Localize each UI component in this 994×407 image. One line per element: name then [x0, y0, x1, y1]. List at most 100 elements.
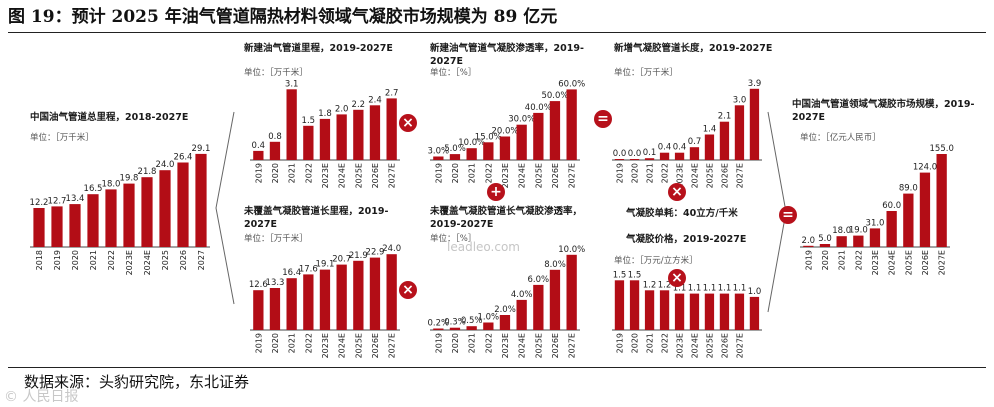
data-label: 24.0: [156, 160, 175, 170]
bar: [177, 162, 189, 247]
x-tick-label: 2025E: [904, 250, 913, 275]
chart-title-total: 中国油气管道总里程，2018-2027E: [30, 112, 189, 123]
data-label: 89.0: [899, 184, 918, 194]
bar: [353, 109, 364, 160]
bar: [869, 228, 881, 247]
x-tick-label: 2020: [271, 333, 280, 353]
bar: [853, 235, 864, 247]
data-label: 19.8: [120, 174, 139, 184]
bar: [433, 156, 444, 160]
x-tick-label: 2022: [484, 333, 493, 353]
x-tick-label: 2027E: [736, 163, 745, 188]
data-label: 0.2%: [427, 319, 449, 329]
chart-title-uncovered-penetration: 未覆盖气凝胶管道长气凝胶渗透率，2019-2027E: [430, 206, 583, 230]
bar: [566, 254, 577, 330]
bar: [734, 105, 745, 161]
data-label: 0.0: [628, 149, 642, 159]
chart-total-mileage: 12.2 12.7 13.416.5 18.019.821.824.026.429.1…: [30, 144, 211, 276]
data-label: 1.1: [688, 284, 702, 294]
x-tick-label: 2027E: [938, 250, 947, 275]
data-label: 15.0%: [475, 132, 502, 142]
bar: [353, 260, 364, 330]
bar: [704, 293, 715, 330]
chart-unit-new-penetration: 单位：［%］: [430, 68, 477, 78]
bar: [483, 142, 494, 160]
x-tick-label: 2025E: [354, 333, 363, 358]
bar: [674, 293, 685, 330]
data-label: 1.4: [703, 125, 717, 135]
data-label: 3.0: [733, 95, 747, 105]
bar: [749, 296, 760, 330]
bar: [629, 159, 640, 160]
bar: [336, 114, 347, 160]
bar: [566, 89, 577, 160]
x-tick-label: 2022: [304, 333, 313, 353]
bottom-rule: [8, 367, 986, 368]
x-tick-label: 2024E: [338, 163, 347, 188]
x-tick-label: 2025E: [534, 333, 543, 358]
bar: [659, 152, 670, 160]
x-tick-label: 2020: [451, 163, 460, 183]
chart-title-new-penetration: 新建油气管道气凝胶渗透率，2019-2027E: [430, 43, 584, 67]
bar: [336, 264, 347, 330]
data-label: 19.1: [316, 260, 335, 270]
data-label: 12.2: [30, 198, 49, 208]
data-label: 31.0: [866, 218, 885, 228]
bar: [253, 150, 264, 160]
x-tick-label: 2022: [661, 163, 670, 183]
data-label: 2.0: [335, 104, 349, 114]
data-label: 10.0%: [458, 138, 485, 148]
bar: [105, 189, 117, 247]
bar: [286, 278, 297, 330]
chart-new-mileage: 0.40.8 3.1 1.51.8 2.0 2.2 2.42.7 2019 2020 2021 2…: [250, 79, 400, 188]
x-tick-label: 2022: [661, 333, 670, 353]
bar: [629, 280, 640, 330]
data-label: 17.6: [299, 264, 318, 274]
chart-unit-total: 单位：［万千米］: [30, 133, 94, 143]
bar: [516, 124, 527, 160]
multiply-icon: ×: [668, 183, 686, 201]
bar: [516, 299, 527, 330]
bar: [253, 290, 264, 330]
bar: [159, 170, 171, 247]
bar: [369, 105, 381, 160]
bar: [433, 328, 444, 330]
bar: [614, 159, 625, 160]
bar: [195, 153, 207, 247]
chart-title-market-size: 中国油气管道领域气凝胶市场规模，2019-2027E: [792, 99, 975, 123]
x-tick-label: 2019: [254, 333, 263, 353]
data-label: 18.0: [102, 179, 121, 189]
bar: [123, 183, 135, 247]
x-tick-label: 2024E: [691, 163, 700, 188]
x-tick-label: 2027E: [388, 163, 397, 188]
chart-unit-new-mileage: 单位：［万千米］: [244, 68, 308, 78]
x-tick-label: 2019: [434, 163, 443, 183]
x-tick-label: 2019: [616, 333, 625, 353]
top-rule: [8, 32, 986, 33]
bar: [369, 257, 381, 330]
chart-unit-uncovered-mileage: 单位：［万千米］: [244, 234, 308, 244]
x-tick-label: 2020: [631, 333, 640, 353]
bar: [449, 327, 461, 330]
x-tick-label: 2018: [35, 250, 44, 270]
bar: [659, 290, 670, 330]
x-tick-label: 2019: [804, 250, 813, 270]
data-label: 5.0: [818, 234, 832, 244]
x-tick-label: 2022: [484, 163, 493, 183]
chart-new-penetration: 3.0%5.0%10.0%15.0%20.0% 30.0% 40.0% 50.0% 60…: [427, 79, 585, 188]
x-tick-label: 2023E: [321, 163, 330, 188]
data-label: 21.8: [138, 167, 157, 177]
bar: [69, 204, 81, 247]
bar: [269, 288, 281, 330]
data-label: 10.0%: [558, 245, 585, 255]
x-tick-label: 2026: [179, 250, 188, 270]
x-tick-label: 2021: [89, 250, 98, 270]
bar: [269, 141, 281, 161]
chart-unit-price: 单位：［万元/立方米］: [614, 256, 698, 266]
x-tick-label: 2021: [468, 333, 477, 353]
data-label: 21.9: [349, 251, 368, 261]
bar: [386, 98, 397, 160]
bar: [499, 136, 511, 160]
chart-uncovered-penetration: 0.2%0.3%0.5%1.0%2.0% 4.0% 6.0% 8.0% 10.0% 201…: [427, 245, 585, 359]
x-tick-label: 2023E: [676, 333, 685, 358]
